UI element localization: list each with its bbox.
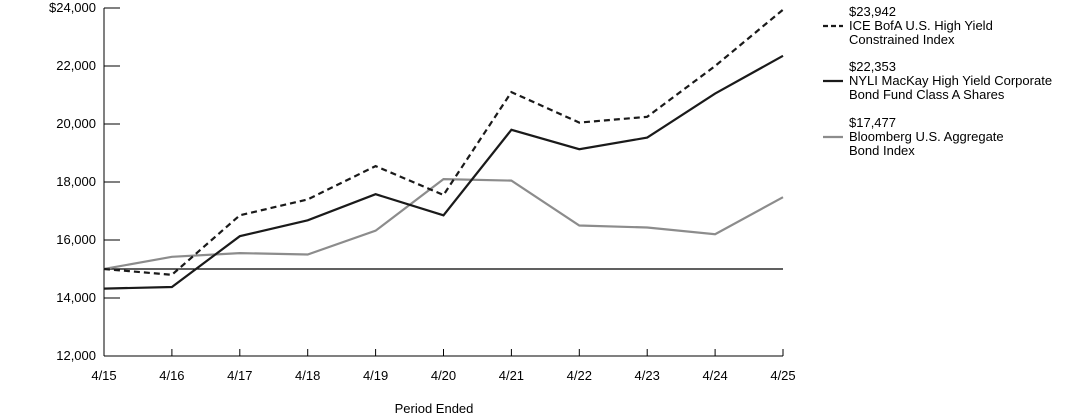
x-tick-label: 4/20 <box>431 368 456 383</box>
legend-ending-value: $22,353 <box>849 59 896 74</box>
y-tick-label: 14,000 <box>56 290 96 305</box>
y-tick-label: 18,000 <box>56 174 96 189</box>
series-line <box>103 54 784 290</box>
x-tick-label: 4/18 <box>295 368 320 383</box>
x-tick-label: 4/15 <box>91 368 116 383</box>
series-line <box>103 177 784 271</box>
x-tick-label: 4/23 <box>635 368 660 383</box>
y-tick-label: 20,000 <box>56 116 96 131</box>
x-tick-label: 4/24 <box>702 368 727 383</box>
x-tick-label: 4/21 <box>499 368 524 383</box>
x-axis-title: Period Ended <box>395 401 474 416</box>
legend-ending-value: $17,477 <box>849 115 896 130</box>
x-tick-label: 4/25 <box>770 368 795 383</box>
x-tick-label: 4/16 <box>159 368 184 383</box>
chart-axes: 12,000 14,000 16,000 18,000 20,000 22,000 $24,… <box>49 0 796 383</box>
x-tick-label: 4/22 <box>567 368 592 383</box>
legend-ending-value: $23,942 <box>849 4 896 19</box>
legend-label: Bond Fund Class A Shares <box>849 87 1005 102</box>
x-tick-label: 4/17 <box>227 368 252 383</box>
series-line <box>103 8 784 276</box>
series-lines <box>103 8 784 290</box>
y-tick-label: 12,000 <box>56 348 96 363</box>
y-tick-label: $24,000 <box>49 0 96 15</box>
legend-label: Constrained Index <box>849 32 955 47</box>
legend-label: Bloomberg U.S. Aggregate <box>849 129 1004 144</box>
legend-label: NYLI MacKay High Yield Corporate <box>849 73 1052 88</box>
legend-label: Bond Index <box>849 143 915 158</box>
y-tick-label: 16,000 <box>56 232 96 247</box>
y-tick-label: 22,000 <box>56 58 96 73</box>
legend-label: ICE BofA U.S. High Yield <box>849 18 993 33</box>
x-tick-label: 4/19 <box>363 368 388 383</box>
